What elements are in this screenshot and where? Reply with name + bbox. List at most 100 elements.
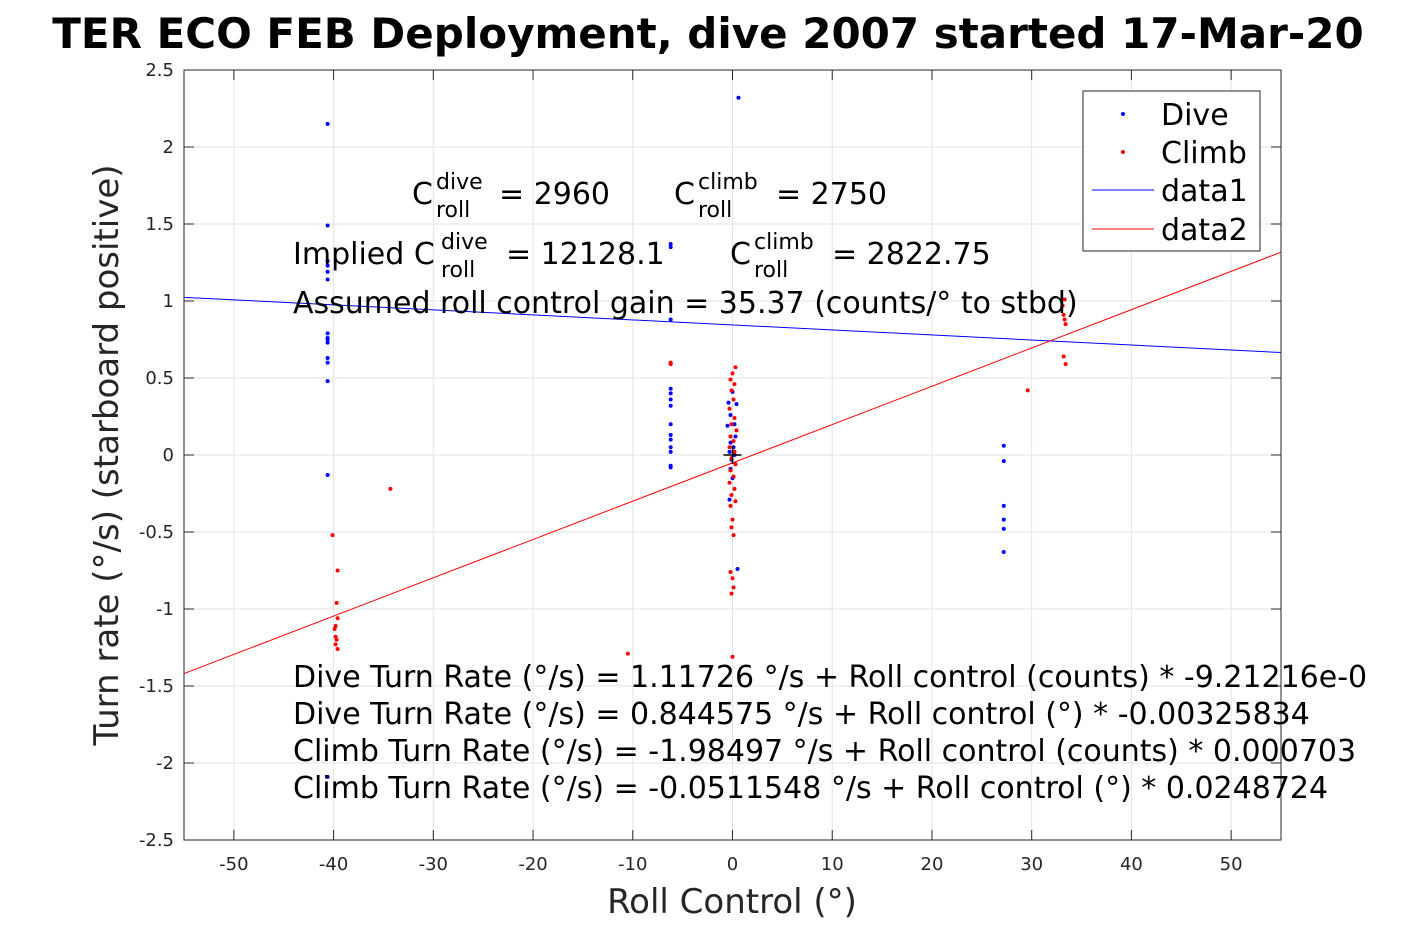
dive-point	[668, 445, 673, 450]
dive-point	[325, 269, 330, 274]
dive-point	[668, 386, 673, 391]
dive-point	[1001, 517, 1006, 522]
climb-point	[732, 449, 737, 454]
fit-equation-3: Climb Turn Rate (°/s) = -1.98497 °/s + R…	[293, 734, 1356, 769]
dive-point	[325, 263, 330, 268]
climb-point	[730, 517, 735, 522]
climb-point	[729, 422, 734, 427]
annotation-c-dive: C dive roll = 2960	[412, 170, 610, 223]
y-tick-label: -2.5	[139, 830, 174, 851]
x-tick-label: -30	[419, 854, 448, 875]
dive-point	[1001, 526, 1006, 531]
climb-point	[732, 382, 737, 387]
x-tick-label: 30	[1020, 854, 1043, 875]
dive-point	[325, 360, 330, 365]
chart-title: TER ECO FEB Deployment, dive 2007 starte…	[52, 9, 1363, 58]
dive-point	[668, 449, 673, 454]
climb-point	[334, 637, 339, 642]
dive-point	[727, 497, 732, 502]
climb-point	[734, 428, 739, 433]
dive-point	[1001, 443, 1006, 448]
climb-point	[1061, 354, 1066, 359]
climb-point	[728, 377, 733, 382]
svg-text:C: C	[730, 237, 751, 272]
dive-point	[732, 422, 737, 427]
data-points	[325, 95, 1068, 779]
climb-point	[388, 486, 393, 491]
climb-point	[732, 416, 737, 421]
x-tick-label: 40	[1120, 854, 1143, 875]
svg-text:= 2960: = 2960	[499, 177, 610, 212]
svg-text:C: C	[412, 177, 433, 212]
climb-point	[1062, 297, 1067, 302]
y-tick-label: 0.5	[145, 368, 174, 389]
climb-point	[727, 406, 732, 411]
climb-point	[731, 439, 736, 444]
svg-text:Implied C: Implied C	[293, 237, 435, 272]
y-tick-label: -1.5	[139, 676, 174, 697]
x-tick-label: -40	[319, 854, 348, 875]
climb-point	[732, 486, 737, 491]
y-tick-label: 2.5	[145, 60, 174, 81]
svg-text:roll: roll	[754, 258, 788, 283]
x-tick-label: -50	[219, 854, 248, 875]
dive-point	[728, 412, 733, 417]
plot-frame	[183, 69, 1282, 841]
dive-point	[668, 403, 673, 408]
svg-text:roll: roll	[436, 198, 470, 223]
dive-point	[668, 242, 673, 247]
legend-box	[1082, 90, 1261, 252]
svg-text:roll: roll	[441, 258, 475, 283]
climb-point	[731, 533, 736, 538]
svg-text:= 2750: = 2750	[776, 177, 887, 212]
dive-point	[727, 449, 732, 454]
climb-point	[728, 434, 733, 439]
legend: Dive Climb data1 data2	[1082, 90, 1261, 252]
dive-point	[325, 340, 330, 345]
x-tick-label: 10	[821, 854, 844, 875]
dive-point	[668, 422, 673, 427]
climb-point	[731, 397, 736, 402]
svg-text:roll: roll	[698, 198, 732, 223]
origin-marker	[723, 446, 742, 464]
climb-point	[733, 462, 738, 467]
climb-point	[335, 616, 340, 621]
climb-point	[729, 591, 734, 596]
climb-point	[333, 642, 338, 647]
dive-point	[325, 355, 330, 360]
legend-data1-label: data1	[1161, 174, 1248, 209]
x-axis-label: Roll Control (°)	[607, 882, 857, 922]
y-tick-label: 1	[163, 291, 174, 312]
climb-point	[728, 570, 733, 575]
dive-point	[668, 432, 673, 437]
y-tick-label: -2	[156, 753, 174, 774]
climb-point	[728, 468, 733, 473]
legend-climb-marker	[1121, 150, 1125, 154]
legend-climb-label: Climb	[1161, 136, 1247, 171]
climb-point	[1025, 388, 1030, 393]
climb-point	[333, 634, 338, 639]
climb-point	[727, 480, 732, 485]
climb-point	[335, 568, 340, 573]
svg-text:dive: dive	[441, 230, 488, 255]
dive-point	[736, 95, 741, 100]
climb-point	[731, 474, 736, 479]
climb-point	[733, 365, 738, 370]
climb-point	[729, 525, 734, 530]
dive-point	[325, 121, 330, 126]
x-tick-label: -10	[618, 854, 647, 875]
dive-point	[325, 223, 330, 228]
climb-point	[729, 493, 734, 498]
y-tick-label: 1.5	[145, 214, 174, 235]
climb-point	[330, 533, 335, 538]
dive-point	[1001, 550, 1006, 555]
svg-text:climb: climb	[698, 170, 758, 195]
legend-dive-label: Dive	[1161, 98, 1229, 133]
svg-text:climb: climb	[754, 230, 814, 255]
dive-point	[325, 473, 330, 478]
climb-point	[332, 627, 337, 632]
climb-point	[334, 600, 339, 605]
legend-dive-marker	[1121, 112, 1125, 116]
annotation-implied-dive: Implied C dive roll = 12128.1	[293, 230, 665, 283]
